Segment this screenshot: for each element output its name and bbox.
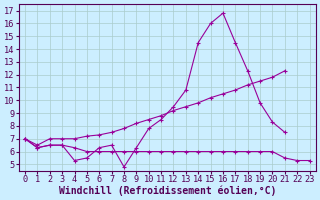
- X-axis label: Windchill (Refroidissement éolien,°C): Windchill (Refroidissement éolien,°C): [59, 185, 276, 196]
